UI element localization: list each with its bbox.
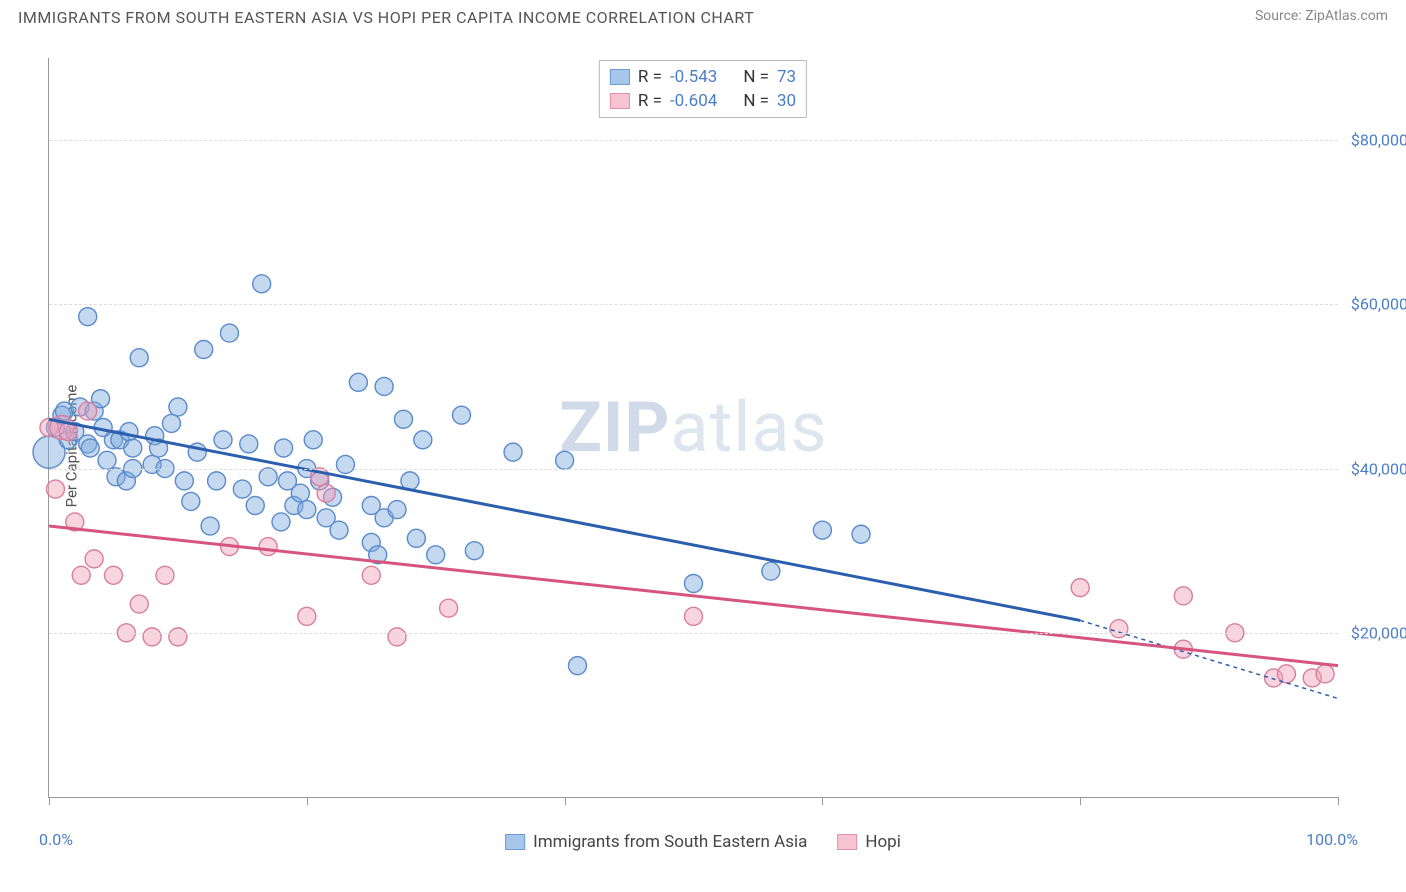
scatter-point <box>259 468 277 486</box>
chart-title: IMMIGRANTS FROM SOUTH EASTERN ASIA VS HO… <box>18 8 754 27</box>
scatter-point <box>1071 579 1089 597</box>
scatter-point <box>233 480 251 498</box>
trend-line <box>49 526 1338 666</box>
scatter-point <box>465 542 483 560</box>
scatter-point <box>330 521 348 539</box>
scatter-point <box>685 575 703 593</box>
scatter-point <box>440 599 458 617</box>
scatter-point <box>556 451 574 469</box>
scatter-point <box>275 439 293 457</box>
scatter-point <box>388 628 406 646</box>
scatter-point <box>852 525 870 543</box>
scatter-point <box>130 595 148 613</box>
scatter-point <box>214 431 232 449</box>
legend-stats-row-a: R = -0.543 N = 73 <box>610 65 796 89</box>
scatter-point <box>220 324 238 342</box>
scatter-point <box>317 484 335 502</box>
chart-source: Source: ZipAtlas.com <box>1255 8 1388 27</box>
scatter-point <box>298 501 316 519</box>
y-tick-label: $40,000 <box>1351 459 1406 478</box>
series-b-name: Hopi <box>865 832 901 852</box>
scatter-point <box>394 410 412 428</box>
scatter-point <box>298 607 316 625</box>
scatter-point <box>259 538 277 556</box>
legend-swatch-b-icon <box>837 834 857 850</box>
n-label: N = <box>743 91 769 111</box>
chart-plot-area: ZIPatlas 0.0% 100.0% $20,000$40,000$60,0… <box>48 58 1338 798</box>
scatter-point <box>240 435 258 453</box>
r-label: R = <box>638 91 662 111</box>
scatter-point <box>414 431 432 449</box>
legend-swatch-a-icon <box>505 834 525 850</box>
scatter-point <box>169 628 187 646</box>
scatter-point <box>182 492 200 510</box>
scatter-point <box>362 566 380 584</box>
y-tick-label: $20,000 <box>1351 623 1406 642</box>
scatter-point <box>762 562 780 580</box>
legend-series: Immigrants from South Eastern Asia Hopi <box>505 832 901 852</box>
r-value-a: -0.543 <box>670 67 717 87</box>
scatter-point <box>452 406 470 424</box>
scatter-point <box>388 501 406 519</box>
scatter-point <box>98 451 116 469</box>
scatter-point <box>427 546 445 564</box>
scatter-point <box>85 550 103 568</box>
legend-item-b: Hopi <box>837 832 901 852</box>
scatter-point <box>162 414 180 432</box>
legend-item-a: Immigrants from South Eastern Asia <box>505 832 807 852</box>
scatter-point <box>79 402 97 420</box>
series-a-name: Immigrants from South Eastern Asia <box>533 832 807 852</box>
r-label: R = <box>638 67 662 87</box>
scatter-point <box>81 439 99 457</box>
scatter-point <box>291 484 309 502</box>
r-value-b: -0.604 <box>670 91 717 111</box>
scatter-point <box>304 431 322 449</box>
scatter-point <box>130 349 148 367</box>
y-tick-label: $60,000 <box>1351 295 1406 314</box>
n-label: N = <box>743 67 769 87</box>
scatter-point <box>272 513 290 531</box>
scatter-point <box>175 472 193 490</box>
scatter-point <box>407 529 425 547</box>
y-tick-label: $80,000 <box>1351 131 1406 150</box>
scatter-point <box>208 472 226 490</box>
legend-swatch-b <box>610 93 630 109</box>
scatter-point <box>143 628 161 646</box>
scatter-point <box>46 480 64 498</box>
scatter-point <box>1110 620 1128 638</box>
scatter-point <box>336 455 354 473</box>
scatter-point <box>568 657 586 675</box>
scatter-point <box>104 566 122 584</box>
scatter-point <box>349 373 367 391</box>
n-value-b: 30 <box>777 91 796 111</box>
scatter-point <box>246 497 264 515</box>
scatter-point <box>120 423 138 441</box>
n-value-a: 73 <box>777 67 796 87</box>
chart-svg <box>49 58 1338 797</box>
scatter-point <box>504 443 522 461</box>
scatter-point <box>195 340 213 358</box>
legend-stats-row-b: R = -0.604 N = 30 <box>610 89 796 113</box>
x-axis-max: 100.0% <box>1306 830 1358 849</box>
scatter-point <box>375 377 393 395</box>
scatter-point <box>201 517 219 535</box>
scatter-point <box>79 308 97 326</box>
scatter-point <box>1174 587 1192 605</box>
scatter-point <box>813 521 831 539</box>
scatter-point <box>685 607 703 625</box>
scatter-point <box>156 566 174 584</box>
legend-stats: R = -0.543 N = 73 R = -0.604 N = 30 <box>599 60 807 118</box>
legend-swatch-a <box>610 69 630 85</box>
scatter-point <box>169 398 187 416</box>
scatter-point <box>124 439 142 457</box>
scatter-point <box>253 275 271 293</box>
x-axis-min: 0.0% <box>39 830 73 849</box>
scatter-point <box>72 566 90 584</box>
scatter-point <box>1277 665 1295 683</box>
scatter-point <box>1316 665 1334 683</box>
